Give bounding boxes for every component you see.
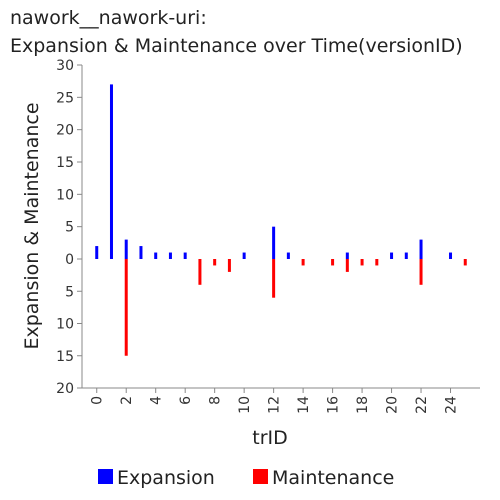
chart-title-line-2: Expansion & Maintenance over Time(versio… — [10, 35, 463, 57]
expansion-bar — [449, 252, 453, 259]
maintenance-bar — [213, 259, 217, 266]
chart-title-line-1: nawork__nawork-uri: — [10, 7, 207, 29]
axes — [81, 65, 480, 389]
expansion-bar — [272, 226, 276, 259]
x-tick-label: 24 — [444, 396, 460, 414]
x-tick-label: 16 — [326, 396, 342, 414]
y-tick-label: 15 — [56, 349, 74, 365]
legend-swatch-expansion — [98, 469, 113, 484]
expansion-bar — [168, 252, 172, 259]
y-tick-label: 10 — [56, 187, 74, 203]
expansion-bar — [183, 252, 187, 259]
x-ticks: 0 2 4 6 8 10 12 14 16 18 20 22 24 — [90, 388, 460, 414]
expansion-bar — [154, 252, 158, 259]
expansion-bar — [286, 252, 290, 259]
legend: Expansion Maintenance — [98, 467, 394, 489]
maintenance-bar — [419, 259, 423, 285]
maintenance-bar — [198, 259, 202, 285]
y-tick-label: 20 — [56, 123, 74, 139]
x-tick-label: 6 — [178, 396, 194, 405]
legend-swatch-maintenance — [253, 469, 268, 484]
expansion-bar — [345, 252, 349, 259]
expansion-bar — [390, 252, 394, 259]
maintenance-bar — [331, 259, 335, 266]
y-tick-label: 20 — [56, 381, 74, 397]
maintenance-bar — [463, 259, 467, 266]
x-tick-label: 2 — [119, 396, 135, 405]
x-tick-label: 10 — [237, 396, 253, 414]
maintenance-bar — [345, 259, 349, 272]
maintenance-bar — [360, 259, 364, 266]
expansion-bar — [419, 239, 423, 259]
y-ticks: 30 25 20 15 10 5 0 5 10 15 20 — [56, 58, 82, 397]
y-tick-label: 0 — [65, 252, 74, 268]
expansion-bar — [404, 252, 408, 259]
x-tick-label: 4 — [149, 396, 165, 405]
expansion-bar — [109, 84, 113, 260]
bars — [95, 84, 467, 356]
x-tick-label: 8 — [208, 396, 224, 405]
x-tick-label: 22 — [414, 396, 430, 414]
x-tick-label: 14 — [296, 396, 312, 414]
expansion-bar — [124, 239, 128, 259]
maintenance-bar — [227, 259, 231, 272]
x-tick-label: 0 — [90, 396, 106, 405]
y-tick-label: 15 — [56, 155, 74, 171]
maintenance-bar — [375, 259, 379, 266]
y-tick-label: 10 — [56, 317, 74, 333]
maintenance-bar — [301, 259, 305, 266]
expansion-bar — [242, 252, 246, 259]
expansion-bar — [95, 246, 99, 259]
y-tick-label: 5 — [65, 220, 74, 236]
y-tick-label: 25 — [56, 90, 74, 106]
expansion-bar — [139, 246, 143, 259]
y-axis-label: Expansion & Maintenance — [21, 102, 43, 349]
x-tick-label: 18 — [355, 396, 371, 414]
legend-label-maintenance: Maintenance — [272, 467, 394, 489]
legend-label-expansion: Expansion — [117, 467, 215, 489]
maintenance-bar — [272, 259, 276, 298]
y-tick-label: 5 — [65, 284, 74, 300]
x-tick-label: 20 — [385, 396, 401, 414]
x-tick-label: 12 — [267, 396, 283, 414]
x-axis-label: trID — [252, 427, 288, 449]
maintenance-bar — [124, 259, 128, 356]
y-tick-label: 30 — [56, 58, 74, 74]
